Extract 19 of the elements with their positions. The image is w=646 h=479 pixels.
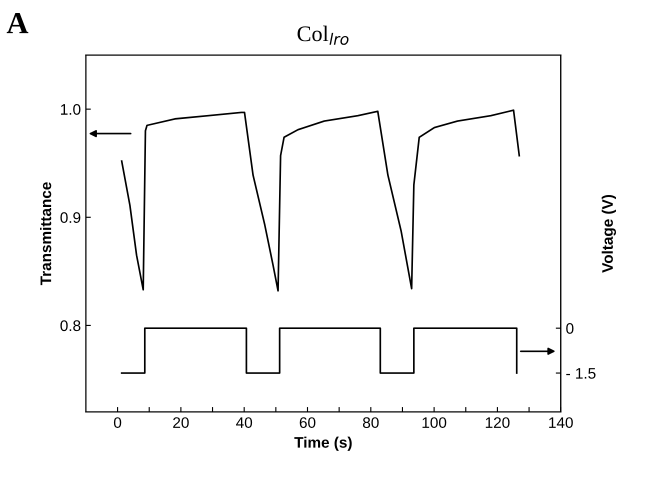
x-tick-label: 40: [236, 417, 252, 428]
x-tick-label: 20: [173, 417, 189, 428]
x-tick-label: 60: [300, 417, 316, 428]
x-tick-label: 0: [114, 417, 122, 428]
x-tick-label: 140: [549, 417, 573, 428]
y2-tick-label: 0: [566, 323, 574, 334]
y-tick-label: 0.9: [60, 212, 80, 223]
y-axis-title: Transmittance: [40, 182, 52, 286]
x-axis-title: Time (s): [294, 436, 352, 451]
x-tick-label: 80: [362, 417, 379, 428]
text: A: [6, 13, 28, 34]
line-series: [120, 109, 520, 292]
y2-axis-title: Voltage (V): [602, 194, 616, 273]
y-tick-label: 1.0: [60, 104, 80, 115]
chart-title: Col$_{lro}$: [298, 26, 348, 45]
y2-tick-label: - 1.5: [566, 368, 596, 379]
x-tick-label: 120: [486, 417, 510, 428]
y-tick-label: 0.8: [60, 320, 80, 332]
x-tick-label: 100: [422, 417, 446, 428]
